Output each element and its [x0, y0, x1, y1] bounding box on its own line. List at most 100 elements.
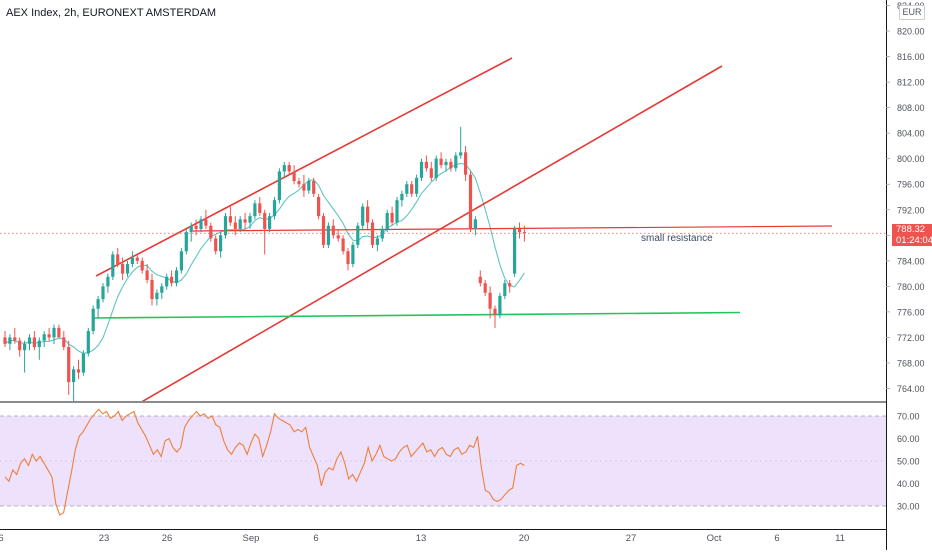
candle — [321, 216, 326, 245]
price-axis-tick-label: 812.00 — [897, 78, 925, 88]
candle — [8, 337, 12, 344]
candle — [111, 254, 115, 277]
candle — [258, 203, 262, 213]
last-price-value: 788.32 — [896, 224, 926, 235]
candle — [473, 219, 477, 229]
candle — [493, 308, 497, 316]
candle — [233, 222, 237, 229]
candle — [302, 184, 306, 191]
candle — [444, 161, 448, 166]
candle — [366, 206, 370, 223]
time-axis-tick-label: 23 — [99, 533, 110, 544]
candle — [459, 152, 463, 156]
candle — [336, 235, 340, 239]
price-axis-tick-label: 776.00 — [897, 307, 925, 317]
candle — [503, 283, 507, 296]
candle — [116, 254, 120, 265]
candle — [238, 219, 242, 229]
candle — [268, 216, 272, 229]
candle — [317, 197, 321, 217]
candle — [23, 343, 27, 351]
resistance-line — [192, 225, 833, 232]
candle — [42, 334, 46, 341]
currency-button[interactable]: EUR — [899, 5, 925, 20]
upper-channel-line — [95, 57, 513, 277]
candle — [204, 219, 208, 226]
candle — [81, 353, 85, 373]
candle — [253, 203, 257, 217]
candle — [483, 283, 487, 293]
candle — [297, 181, 301, 185]
candle — [434, 158, 438, 178]
price-axis-tick-label: 784.00 — [897, 256, 925, 266]
candle — [405, 184, 409, 194]
candle — [454, 155, 458, 169]
candle — [390, 212, 394, 223]
time-axis-tick-label: 20 — [519, 533, 530, 544]
candle — [179, 251, 183, 271]
candle — [86, 331, 90, 354]
candle — [243, 219, 247, 223]
candle — [424, 161, 428, 169]
candle — [101, 286, 105, 300]
candle — [508, 283, 512, 287]
candle — [209, 225, 213, 239]
candle — [331, 225, 335, 236]
candle — [37, 340, 41, 348]
candle — [370, 222, 375, 245]
last-price-label: 788.32 01:24:04 — [892, 224, 932, 246]
candle — [52, 327, 56, 338]
candle — [277, 171, 281, 201]
rsi-axis-tick-label: 50.00 — [897, 457, 920, 467]
candle — [170, 276, 174, 284]
candle — [263, 212, 267, 229]
candle — [130, 257, 134, 265]
price-axis-tick-label: 796.00 — [897, 180, 925, 190]
candle — [400, 193, 404, 201]
price-axis-tick-label: 792.00 — [897, 205, 925, 215]
support-line — [91, 311, 741, 319]
candle — [91, 308, 95, 332]
price-axis-tick-label: 780.00 — [897, 282, 925, 292]
candle — [429, 168, 433, 178]
candle — [174, 270, 179, 284]
candle — [517, 228, 522, 233]
candle — [189, 225, 193, 233]
price-axis-tick-label: 804.00 — [897, 129, 925, 139]
candle — [223, 216, 228, 236]
rsi-line — [4, 408, 525, 516]
candle — [464, 152, 468, 175]
candle — [32, 337, 36, 348]
bar-countdown: 01:24:04 — [896, 235, 932, 246]
candle — [248, 216, 252, 223]
candle — [155, 292, 159, 300]
candle — [13, 337, 17, 341]
price-axis-tick-label: 820.00 — [897, 27, 925, 37]
candle — [513, 228, 517, 274]
rsi-band — [0, 416, 886, 506]
candle — [194, 225, 198, 229]
candle — [410, 184, 414, 194]
time-axis-tick-label: 6 — [0, 533, 4, 544]
candle — [72, 369, 76, 383]
candle — [522, 232, 526, 234]
candle — [307, 181, 311, 191]
candle — [145, 270, 149, 280]
candle — [439, 158, 443, 166]
candle — [27, 337, 32, 344]
time-axis-tick-label: 11 — [835, 533, 845, 544]
candle — [150, 279, 154, 300]
time-axis-tick-label: 6 — [313, 533, 318, 544]
price-axis-tick-label: 764.00 — [897, 384, 925, 394]
rsi-axis-tick-label: 40.00 — [897, 479, 920, 489]
candle — [76, 369, 81, 373]
candle — [219, 235, 223, 252]
candle — [47, 334, 51, 338]
candle — [62, 337, 66, 348]
lower-channel-line — [141, 65, 723, 401]
candle — [488, 292, 492, 309]
time-axis-tick-label: Oct — [707, 533, 722, 544]
candle — [415, 177, 419, 194]
